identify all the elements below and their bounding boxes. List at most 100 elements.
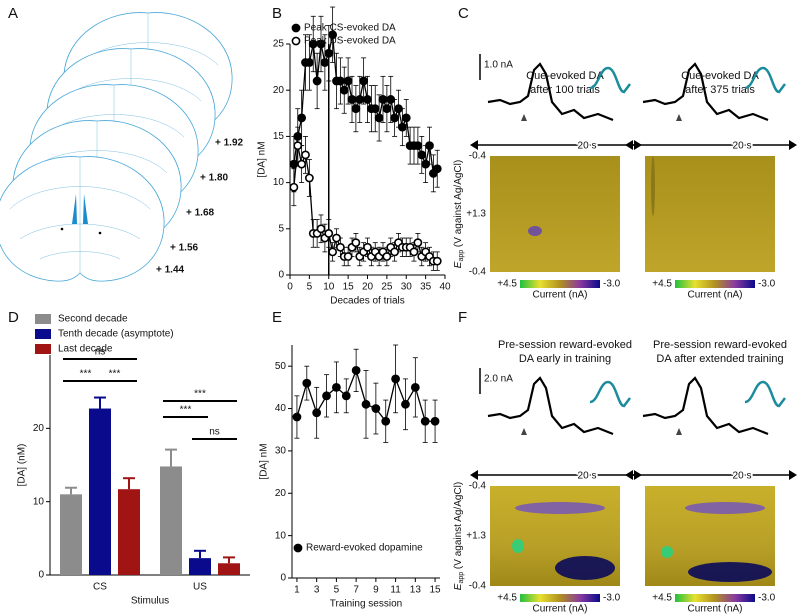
x-tick-label: 40 [439,282,451,293]
legend-swatch [35,314,51,324]
atlas-level: + 1.68 [186,208,215,219]
color-plot-feature [512,539,524,553]
legend-marker [293,543,303,553]
stim-marker [521,114,527,121]
colorbar-max: +4.5 [497,593,517,604]
data-point [401,113,411,123]
x-tick-label: 15 [430,585,442,596]
data-point [332,233,341,243]
colorbar-label: Current (nA) [687,604,742,615]
plot-title: DA after extended training [656,353,783,365]
data-point [386,95,396,104]
x-tick-label: 30 [401,282,413,293]
data-point [351,238,361,248]
data-point [355,95,365,104]
panel-label: C [458,5,469,22]
colorbar [520,594,600,602]
y-tick-label: 40 [275,403,287,414]
color-plot [490,156,620,272]
data-point [390,113,400,123]
data-point [341,391,351,401]
y-tick-label: 5 [278,223,284,234]
potential-label: -0.4 [469,267,487,278]
x-tick-label: 10 [323,282,335,293]
data-point [328,30,338,40]
color-plot-feature [661,546,673,558]
panel-label: D [8,309,19,326]
color-plot-feature [528,226,542,236]
plot-title: DA early in training [519,353,611,365]
data-point [328,247,338,257]
colorbar-label: Current (nA) [532,290,587,301]
data-point [425,141,434,151]
data-point [335,242,345,252]
current-trace [487,62,614,122]
colorbar-max: +4.5 [497,279,517,290]
potential-axis-rest: (V against Ag/AgCl) [453,160,464,250]
data-point [351,366,361,375]
slice-outline [0,156,165,282]
y-tick-label: 0 [38,570,44,581]
atlas-level: + 1.80 [200,173,229,184]
data-point [331,382,341,392]
data-point [343,252,353,261]
stim-marker [676,428,682,435]
data-point [382,252,392,261]
significance-label: *** [109,369,121,380]
atlas-level: + 1.56 [170,243,199,254]
color-plot-feature [555,556,615,580]
scale-label: 1.0 nA [484,60,513,71]
cv-trace [744,66,786,94]
y-tick-label: 0 [280,573,286,584]
x-tick-label: 20 [362,282,374,293]
colorbar-min: -3.0 [758,279,776,290]
x-tick-label: 9 [373,585,379,596]
data-point [378,95,388,104]
legend-label: Reward-evoked dopamine [306,543,423,554]
data-point [359,76,369,86]
color-plot-feature [515,502,605,514]
colorbar-min: -3.0 [758,593,776,604]
y-axis-label: [DA] nM [259,443,270,479]
atlas [0,12,233,282]
color-plot-feature [651,156,655,216]
data-point [417,150,427,160]
data-point [397,122,407,132]
potential-label: -0.4 [469,151,487,162]
colorbar-max: +4.5 [652,279,672,290]
x-tick-label: CS [93,582,107,593]
x-tick-label: 3 [314,585,320,596]
potential-axis-label: Eapp (V against Ag/AgCl) [453,160,465,268]
data-point [413,141,423,151]
current-trace [487,376,614,436]
x-axis-label: Training session [330,599,402,610]
x-tick-label: 5 [307,282,313,293]
data-point [432,164,442,174]
y-tick-label: 10 [275,530,287,541]
data-point [391,374,400,384]
colorbar [520,280,600,288]
placement [60,227,64,231]
x-tick-label: 1 [294,585,300,596]
data-point [301,150,310,160]
data-point [322,391,331,401]
colorbar [675,280,755,288]
data-point [381,416,391,426]
data-point [316,39,326,49]
data-point [363,95,372,104]
potential-axis-subscript: app [458,250,465,262]
potential-axis-subscript: app [458,572,465,584]
legend-marker [291,36,301,46]
data-point [312,408,322,418]
bar [160,466,182,575]
data-point [370,104,380,114]
time-label: 20 s [733,141,752,152]
color-plot-feature [685,502,765,514]
y-axis-label: [DA] (nM) [17,444,28,487]
potential-axis-symbol: E [453,261,464,268]
data-point [410,382,420,392]
data-point [304,58,314,67]
bar [118,489,140,575]
potential-label: -0.4 [469,481,487,492]
